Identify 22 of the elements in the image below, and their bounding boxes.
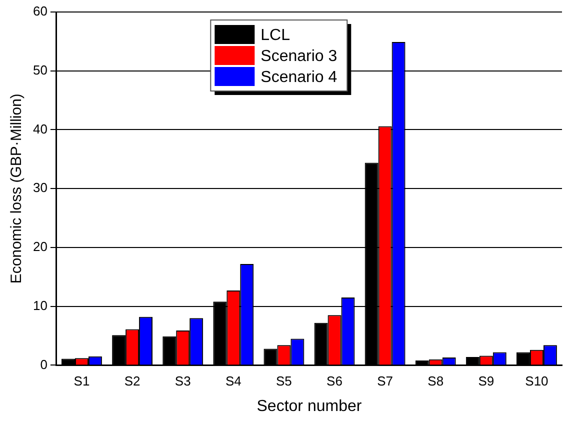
y-tick-label: 40 bbox=[32, 121, 48, 136]
x-tick-label: S3 bbox=[174, 374, 191, 389]
y-tick-label: 20 bbox=[32, 239, 48, 254]
x-tick-label: S6 bbox=[326, 374, 342, 389]
y-tick-label: 50 bbox=[32, 62, 48, 78]
x-tick-label: S5 bbox=[276, 374, 292, 389]
x-tick-label: S2 bbox=[124, 374, 140, 389]
x-tick-label: S4 bbox=[225, 374, 242, 389]
x-tick-label: S9 bbox=[478, 374, 494, 389]
y-axis-title: Economic loss (GBP·Million) bbox=[8, 94, 26, 284]
x-axis-title: Sector number bbox=[256, 398, 362, 415]
legend-label: Scenario 4 bbox=[260, 68, 338, 86]
y-tick-label: 0 bbox=[40, 356, 48, 372]
y-tick-label: 10 bbox=[32, 298, 48, 313]
x-tick-label: S7 bbox=[377, 374, 394, 389]
x-tick-label: S10 bbox=[525, 374, 548, 389]
legend-label: Scenario 3 bbox=[260, 48, 338, 65]
legend-label: LCL bbox=[260, 26, 290, 44]
x-tick-label: S8 bbox=[428, 374, 444, 389]
x-tick-label: S1 bbox=[74, 374, 90, 389]
y-tick-label: 30 bbox=[32, 180, 48, 196]
y-tick-label: 60 bbox=[32, 4, 48, 19]
